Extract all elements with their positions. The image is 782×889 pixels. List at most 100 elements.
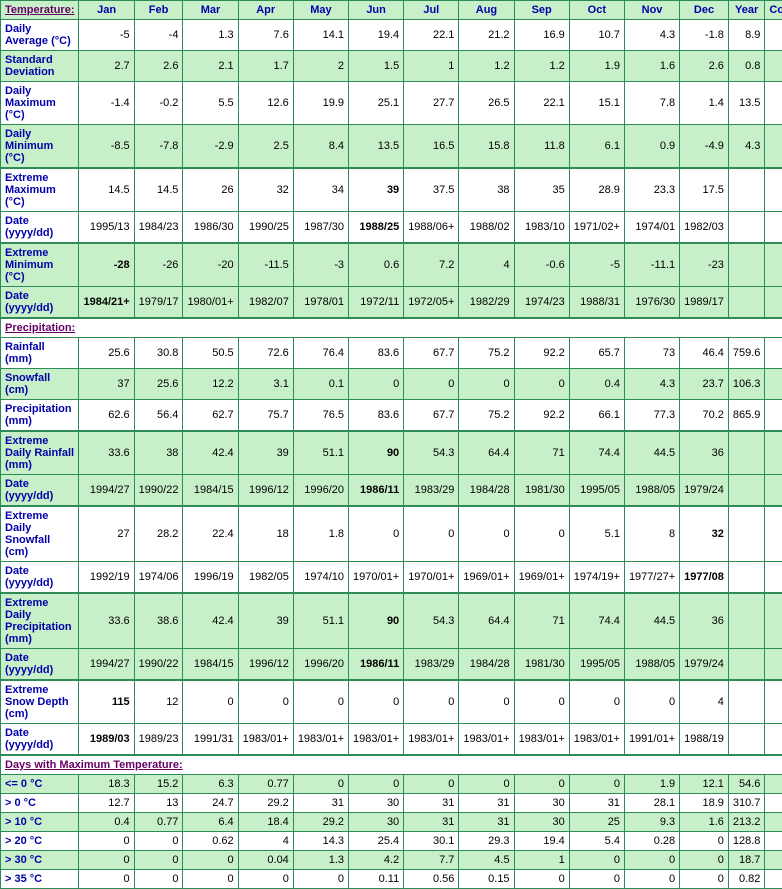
table-row: Date (yyyy/dd)1995/131984/231986/301990/… bbox=[1, 212, 782, 244]
cell: 8.9 bbox=[728, 20, 765, 51]
row-label: Date (yyyy/dd) bbox=[1, 287, 79, 319]
cell: 12.1 bbox=[680, 775, 729, 794]
cell: 1982/03 bbox=[680, 212, 729, 244]
cell: 1996/20 bbox=[293, 649, 348, 681]
cell: 2 bbox=[293, 51, 348, 82]
cell: 38.6 bbox=[134, 593, 183, 649]
row-label: > 30 °C bbox=[1, 851, 79, 870]
cell: 44.5 bbox=[624, 593, 679, 649]
cell: -8.5 bbox=[79, 125, 134, 169]
cell: 67.7 bbox=[404, 338, 459, 369]
cell: 0 bbox=[404, 680, 459, 724]
cell: 0.62 bbox=[183, 832, 238, 851]
cell: 30 bbox=[349, 794, 404, 813]
cell: 22.1 bbox=[514, 82, 569, 125]
cell bbox=[765, 593, 782, 649]
cell bbox=[765, 680, 782, 724]
cell: 13.5 bbox=[728, 82, 765, 125]
cell: 0 bbox=[459, 369, 514, 400]
cell: 2.6 bbox=[134, 51, 183, 82]
cell: -11.1 bbox=[624, 243, 679, 287]
cell: 759.6 bbox=[728, 338, 765, 369]
cell: 1983/10 bbox=[514, 212, 569, 244]
cell: 1979/24 bbox=[680, 649, 729, 681]
cell: 0 bbox=[134, 851, 183, 870]
cell bbox=[765, 243, 782, 287]
cell: 26 bbox=[183, 168, 238, 212]
cell: 16.9 bbox=[514, 20, 569, 51]
cell: 0 bbox=[514, 506, 569, 562]
cell: -5 bbox=[569, 243, 624, 287]
cell: 1 bbox=[404, 51, 459, 82]
cell: 1988/05 bbox=[624, 475, 679, 507]
cell: 25.4 bbox=[349, 832, 404, 851]
cell: 1974/23 bbox=[514, 287, 569, 319]
cell: 27 bbox=[79, 506, 134, 562]
cell: 1972/11 bbox=[349, 287, 404, 319]
cell: 12.7 bbox=[79, 794, 134, 813]
cell: 6.1 bbox=[569, 125, 624, 169]
cell: 2.6 bbox=[680, 51, 729, 82]
cell: 19.4 bbox=[349, 20, 404, 51]
cell: 22.1 bbox=[404, 20, 459, 51]
cell: 30 bbox=[349, 813, 404, 832]
cell: 1.9 bbox=[624, 775, 679, 794]
cell: 44.5 bbox=[624, 431, 679, 475]
cell: 0 bbox=[349, 506, 404, 562]
cell: 0.8 bbox=[728, 51, 765, 82]
cell: 71 bbox=[514, 593, 569, 649]
cell: 1983/29 bbox=[404, 475, 459, 507]
cell: 32 bbox=[238, 168, 293, 212]
cell: 83.6 bbox=[349, 338, 404, 369]
cell: 14.5 bbox=[134, 168, 183, 212]
cell: 42.4 bbox=[183, 593, 238, 649]
row-label: Date (yyyy/dd) bbox=[1, 562, 79, 594]
cell: 0 bbox=[624, 851, 679, 870]
days-section-row: Days with Maximum Temperature: bbox=[1, 755, 782, 775]
table-row: Daily Average (°C)-5-41.37.614.119.422.1… bbox=[1, 20, 782, 51]
cell: 10.7 bbox=[569, 20, 624, 51]
cell: 1970/01+ bbox=[404, 562, 459, 594]
table-row: Daily Minimum (°C)-8.5-7.8-2.92.58.413.5… bbox=[1, 125, 782, 169]
cell: 8 bbox=[624, 506, 679, 562]
cell: 865.9 bbox=[728, 400, 765, 432]
cell: 75.7 bbox=[238, 400, 293, 432]
cell: 1969/01+ bbox=[514, 562, 569, 594]
row-label: Date (yyyy/dd) bbox=[1, 649, 79, 681]
cell: 38 bbox=[134, 431, 183, 475]
cell: -5 bbox=[79, 20, 134, 51]
cell: 1984/15 bbox=[183, 475, 238, 507]
cell: 1983/01+ bbox=[569, 724, 624, 756]
cell: 1983/01+ bbox=[349, 724, 404, 756]
cell: 19.4 bbox=[514, 832, 569, 851]
cell: 1.6 bbox=[680, 813, 729, 832]
table-row: Daily Maximum (°C)-1.4-0.25.512.619.925.… bbox=[1, 82, 782, 125]
cell: 34 bbox=[293, 168, 348, 212]
cell: 0 bbox=[183, 680, 238, 724]
cell: 0 bbox=[134, 870, 183, 889]
cell: 9.3 bbox=[624, 813, 679, 832]
table-row: Rainfall (mm)25.630.850.572.676.483.667.… bbox=[1, 338, 782, 369]
cell: 54.3 bbox=[404, 431, 459, 475]
cell: 18.4 bbox=[238, 813, 293, 832]
col-header: Mar bbox=[183, 1, 238, 20]
cell: 72.6 bbox=[238, 338, 293, 369]
cell: 0 bbox=[404, 506, 459, 562]
cell: 15.8 bbox=[459, 125, 514, 169]
cell: 1989/17 bbox=[680, 287, 729, 319]
cell bbox=[765, 212, 782, 244]
cell bbox=[728, 562, 765, 594]
cell: 75.2 bbox=[459, 338, 514, 369]
cell: 12 bbox=[134, 680, 183, 724]
col-header: May bbox=[293, 1, 348, 20]
cell bbox=[728, 506, 765, 562]
cell: 0.11 bbox=[349, 870, 404, 889]
cell: A bbox=[765, 51, 782, 82]
cell: 0.82 bbox=[728, 870, 765, 889]
cell: 0 bbox=[459, 680, 514, 724]
cell: 1976/30 bbox=[624, 287, 679, 319]
row-label: Extreme Snow Depth (cm) bbox=[1, 680, 79, 724]
cell: 1984/21+ bbox=[79, 287, 134, 319]
cell: 1987/30 bbox=[293, 212, 348, 244]
cell: A bbox=[765, 832, 782, 851]
